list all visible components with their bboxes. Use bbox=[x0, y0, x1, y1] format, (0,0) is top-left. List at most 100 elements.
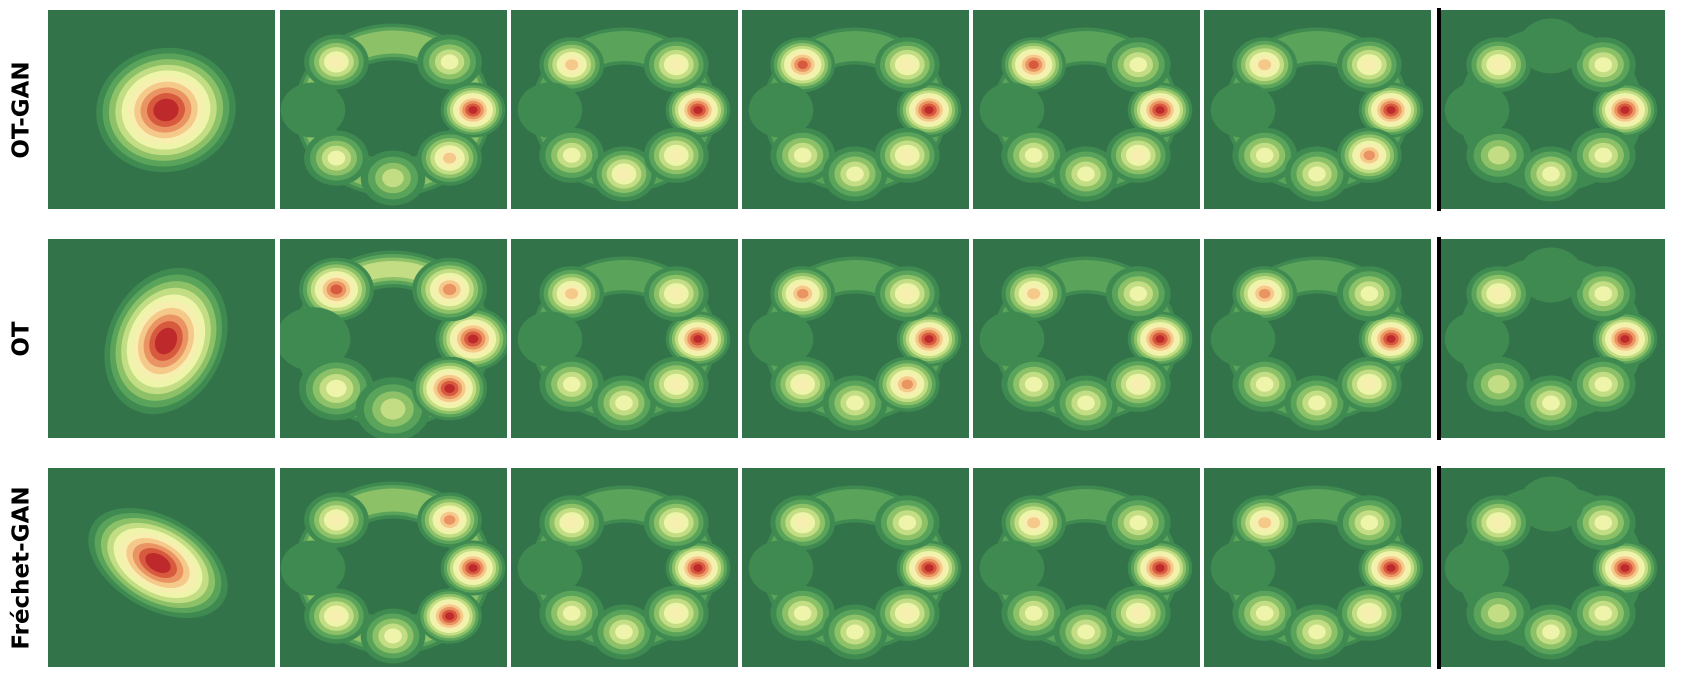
density-contour bbox=[1594, 57, 1613, 73]
density-contour bbox=[330, 284, 343, 295]
density-contour bbox=[327, 150, 346, 166]
density-contour bbox=[1518, 18, 1584, 74]
density-panel-ot-6 bbox=[1204, 239, 1431, 438]
density-heatmap bbox=[973, 10, 1200, 209]
density-contour bbox=[565, 288, 579, 300]
density-contour bbox=[1386, 335, 1396, 343]
density-contour bbox=[793, 605, 812, 621]
density-contour bbox=[564, 516, 580, 529]
density-contour bbox=[1210, 311, 1276, 367]
density-contours bbox=[517, 27, 731, 202]
density-contour bbox=[145, 552, 171, 574]
density-contour bbox=[1024, 376, 1043, 392]
density-contour bbox=[517, 540, 583, 596]
density-heatmap bbox=[280, 10, 507, 209]
density-heatmap bbox=[48, 10, 275, 209]
density-contour bbox=[384, 628, 402, 644]
density-contour bbox=[924, 564, 934, 572]
density-contour bbox=[1308, 166, 1326, 182]
density-contour bbox=[1259, 288, 1271, 299]
density-contour bbox=[1130, 378, 1146, 391]
density-heatmap bbox=[280, 468, 507, 667]
density-heatmap bbox=[511, 239, 738, 438]
density-heatmap bbox=[511, 10, 738, 209]
density-panel-ot-7 bbox=[1438, 239, 1665, 438]
density-panel-ot-gan-2 bbox=[280, 10, 507, 209]
density-contour bbox=[445, 612, 455, 620]
density-contour bbox=[846, 624, 864, 640]
density-contour bbox=[1308, 395, 1326, 411]
density-contour bbox=[1129, 286, 1148, 302]
density-panel-ot-gan-5 bbox=[973, 10, 1200, 209]
density-panel-ot-2 bbox=[280, 239, 507, 438]
density-contour bbox=[899, 287, 915, 300]
density-contour bbox=[924, 335, 934, 343]
density-contour bbox=[562, 376, 581, 392]
density-heatmap bbox=[973, 468, 1200, 667]
density-contour bbox=[899, 607, 915, 620]
density-contour bbox=[562, 147, 581, 163]
row-label-text: OT bbox=[9, 320, 35, 357]
density-panel-ot-gan-1 bbox=[48, 10, 275, 209]
density-panel-ot-4 bbox=[742, 239, 969, 438]
density-contour bbox=[846, 166, 864, 182]
density-contour bbox=[443, 283, 457, 296]
density-contours bbox=[1444, 476, 1658, 660]
row-label-ot-gan: OT-GAN bbox=[4, 10, 40, 209]
density-contours bbox=[979, 485, 1193, 660]
density-contour bbox=[280, 540, 346, 596]
density-contour bbox=[440, 54, 459, 70]
density-heatmap bbox=[1204, 468, 1431, 667]
density-contour bbox=[1027, 517, 1041, 529]
density-panel-ot-gan-6 bbox=[1204, 10, 1431, 209]
density-contour bbox=[1130, 607, 1146, 620]
density-contour bbox=[1027, 288, 1041, 300]
density-contours bbox=[88, 507, 228, 619]
density-panel-frechet-gan-1 bbox=[48, 468, 275, 667]
column-separator bbox=[1437, 237, 1441, 440]
density-contour bbox=[668, 378, 684, 391]
density-contour bbox=[1155, 564, 1165, 572]
density-contour bbox=[1518, 476, 1584, 532]
density-contours bbox=[96, 47, 236, 173]
row-label-ot: OT bbox=[4, 239, 40, 438]
density-contour bbox=[467, 334, 479, 344]
density-contour bbox=[693, 564, 703, 572]
density-contour bbox=[1487, 375, 1510, 394]
density-panel-frechet-gan-6 bbox=[1204, 468, 1431, 667]
density-contour bbox=[154, 327, 178, 355]
density-contour bbox=[443, 515, 456, 525]
row-label-text: Fréchet-GAN bbox=[9, 485, 36, 650]
density-contour bbox=[280, 307, 351, 371]
density-contour bbox=[1210, 82, 1276, 138]
density-heatmap bbox=[1438, 468, 1665, 667]
density-contour bbox=[1308, 624, 1326, 640]
density-contours bbox=[517, 485, 731, 660]
density-contour bbox=[328, 513, 344, 527]
density-contour bbox=[1077, 395, 1095, 411]
density-contour bbox=[1491, 58, 1507, 71]
density-contour bbox=[899, 149, 915, 162]
density-contour bbox=[468, 106, 478, 114]
density-heatmap bbox=[48, 239, 275, 438]
density-contour bbox=[668, 58, 684, 71]
density-contour bbox=[1077, 166, 1095, 182]
density-contour bbox=[1444, 82, 1510, 138]
density-contour bbox=[1386, 106, 1396, 114]
density-contour bbox=[1594, 376, 1613, 392]
density-contour bbox=[1518, 247, 1584, 303]
density-heatmap bbox=[742, 239, 969, 438]
density-contour bbox=[924, 106, 934, 114]
density-contour bbox=[1620, 106, 1630, 114]
density-contour bbox=[797, 288, 809, 299]
density-contours bbox=[1444, 18, 1658, 202]
density-contour bbox=[444, 384, 455, 393]
density-contour bbox=[795, 516, 811, 529]
density-contour bbox=[326, 379, 347, 398]
density-contour bbox=[562, 605, 581, 621]
density-contour bbox=[1361, 378, 1377, 391]
density-contour bbox=[382, 168, 404, 188]
density-contours bbox=[748, 27, 962, 202]
density-contour bbox=[1542, 624, 1560, 640]
density-contour bbox=[1491, 516, 1507, 529]
